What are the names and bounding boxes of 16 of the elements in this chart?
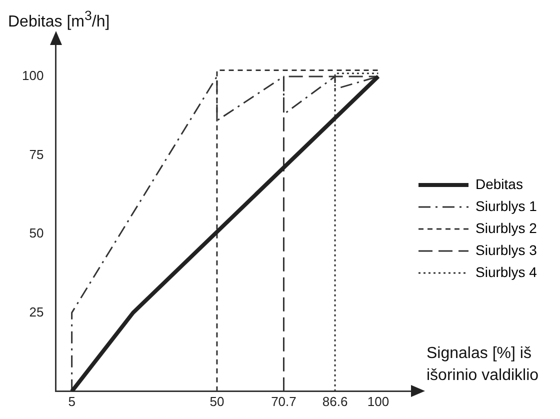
y-tick-label: 50 [29,226,44,241]
x-tick-label: 70.7 [271,394,296,409]
x-tick-label: 5 [68,394,76,409]
y-tick-label: 25 [29,304,44,320]
legend-label: Debitas [476,176,523,192]
y-axis-title: Debitas [m$^{3}$/h] [8,8,110,32]
y-tick-label: 100 [22,68,44,84]
legend-label: Siurblys 1 [476,198,538,214]
y-tick-label: 75 [29,146,44,162]
x-tick-label: 100 [367,394,390,409]
legend-label: Siurblys 2 [476,220,538,236]
legend-label: Siurblys 3 [476,242,538,258]
x-tick-label: 50 [210,394,224,409]
x-axis-title: Signalas [%] iš išorinio valdiklio [426,344,540,386]
x-tick-label: 86.6 [322,394,348,409]
legend-label: Siurblys 4 [476,264,538,280]
